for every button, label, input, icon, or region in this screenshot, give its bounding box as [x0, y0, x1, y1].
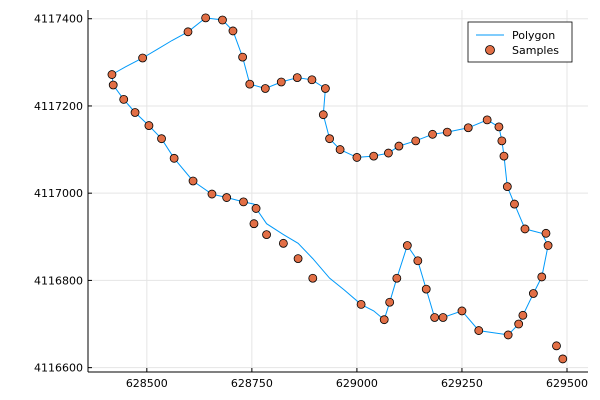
sample-point [119, 95, 129, 104]
sample-point [293, 254, 303, 264]
sample-point [138, 53, 148, 63]
sample-point [201, 13, 211, 23]
sample-point [537, 272, 547, 282]
sample-point [442, 127, 452, 137]
sample-point [502, 182, 512, 192]
sample-point [239, 197, 248, 207]
sample-point [385, 297, 395, 307]
y-tick-label: 4117200 [34, 100, 83, 113]
sample-point [520, 224, 530, 234]
sample-point [463, 123, 473, 133]
sample-point [249, 219, 259, 229]
sample-point [207, 189, 217, 199]
sample-point [421, 284, 431, 294]
sample-point [510, 199, 519, 209]
sample-point [308, 273, 318, 283]
sample-point [428, 129, 437, 139]
sample-point [394, 141, 404, 151]
polygon-line [111, 17, 549, 336]
x-tick-label: 629500 [546, 377, 588, 390]
x-tick-label: 629000 [336, 377, 378, 390]
legend-samples-label: Samples [512, 44, 559, 57]
sample-point [318, 110, 328, 120]
sample-point [413, 256, 423, 266]
sample-point [482, 115, 492, 125]
sample-point [278, 238, 288, 248]
sample-point [307, 75, 317, 85]
sample-point [335, 145, 345, 154]
x-ticks: 628500 628750 629000 629250 629500 [126, 368, 588, 390]
y-tick-label: 4116600 [34, 362, 83, 375]
sample-point [260, 84, 270, 93]
sample-point [130, 108, 140, 117]
sample-point [157, 134, 166, 144]
sample-point [352, 153, 362, 162]
sample-point [528, 289, 538, 298]
sample-point [108, 80, 118, 90]
sample-point [457, 306, 467, 316]
sample-point [430, 313, 440, 322]
sample-point [494, 122, 504, 132]
sample-point [325, 134, 334, 144]
sample-point [503, 330, 513, 340]
x-tick-label: 628500 [126, 377, 168, 390]
sample-point [558, 354, 568, 364]
x-tick-label: 629250 [441, 377, 483, 390]
sample-point [402, 241, 412, 250]
y-ticks: 4116600 4116800 4117000 4117200 4117400 [34, 13, 92, 375]
sample-point [276, 77, 286, 87]
sample-point [369, 151, 379, 161]
sample-point [356, 299, 366, 309]
sample-point [497, 136, 507, 146]
sample-point [228, 26, 238, 36]
sample-point [438, 313, 448, 322]
sample-point [514, 319, 524, 329]
sample-point [379, 315, 389, 325]
y-tick-label: 4117000 [34, 187, 83, 200]
sample-point [320, 84, 330, 93]
legend-samples-swatch [485, 45, 495, 55]
sample-point [107, 70, 117, 79]
y-tick-label: 4116800 [34, 274, 83, 287]
sample-point [188, 176, 198, 186]
x-tick-label: 628750 [231, 377, 273, 390]
sample-point [499, 151, 509, 161]
sample-point [543, 241, 553, 250]
sample-point [518, 310, 528, 320]
sample-point [552, 341, 561, 351]
sample-point [384, 148, 393, 158]
sample-point [262, 230, 271, 240]
polygon-series [111, 17, 549, 336]
sample-point [411, 136, 421, 146]
sample-point [238, 52, 248, 62]
axes [87, 10, 588, 373]
legend-polygon-label: Polygon [512, 29, 555, 42]
sample-point [392, 273, 402, 283]
legend-box [467, 21, 573, 63]
legend: Polygon Samples [467, 21, 573, 63]
sample-point [222, 193, 232, 202]
sample-point [245, 79, 255, 89]
sample-point [183, 27, 193, 37]
y-tick-label: 4117400 [34, 13, 83, 26]
samples-series [107, 13, 568, 364]
grid [88, 10, 588, 372]
sample-point [144, 121, 154, 130]
sample-point [474, 326, 484, 335]
sample-point [292, 73, 302, 83]
sample-point [169, 153, 179, 163]
sample-point [251, 204, 261, 213]
sample-point [541, 228, 551, 238]
sample-point [218, 15, 227, 25]
